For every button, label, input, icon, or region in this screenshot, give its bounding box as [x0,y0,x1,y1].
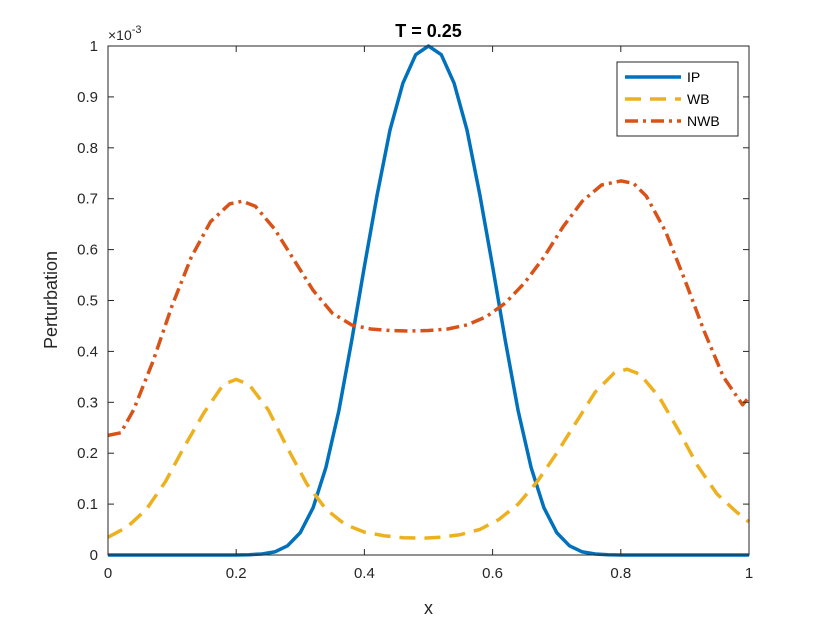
legend-label-wb: WB [687,91,710,107]
x-tick-label: 1 [745,565,753,582]
y-exponent-multiplier: ×10-3 [108,24,142,43]
y-tick-label: 0.5 [77,293,98,310]
series-line-nwb [107,179,751,438]
chart-title: T = 0.25 [395,21,462,41]
y-tick-label: 0.3 [77,394,98,411]
y-tick-label: 0 [90,547,98,564]
x-tick-label: 0.8 [610,565,631,582]
x-tick-label: 0.6 [482,565,503,582]
legend: IP WB NWB [616,61,739,137]
y-tick-label: 0.1 [77,496,98,513]
y-tick-label: 0.7 [77,191,98,208]
y-exponent-base: ×10 [108,27,132,43]
x-axis-label: x [424,598,433,618]
y-tick-label: 0.8 [77,140,98,157]
legend-label-ip: IP [687,69,700,85]
x-tick-label: 0.2 [226,565,247,582]
y-tick-label: 0.2 [77,445,98,462]
axis-ticks: 0 0.2 0.4 0.6 0.8 1 0 0.1 0.2 0.3 0.4 0.5 0.6 0.7 0.8 0… [77,38,753,582]
x-tick-label: 0 [104,565,112,582]
y-tick-label: 0.4 [77,343,98,360]
y-tick-label: 1 [90,38,98,55]
series-line-wb [107,367,751,540]
legend-label-nwb: NWB [687,113,720,129]
y-tick-label: 0.6 [77,242,98,259]
x-tick-label: 0.4 [354,565,375,582]
y-tick-label: 0.9 [77,89,98,106]
y-exponent-power: -3 [132,24,142,36]
y-axis-label: Perturbation [41,251,61,349]
